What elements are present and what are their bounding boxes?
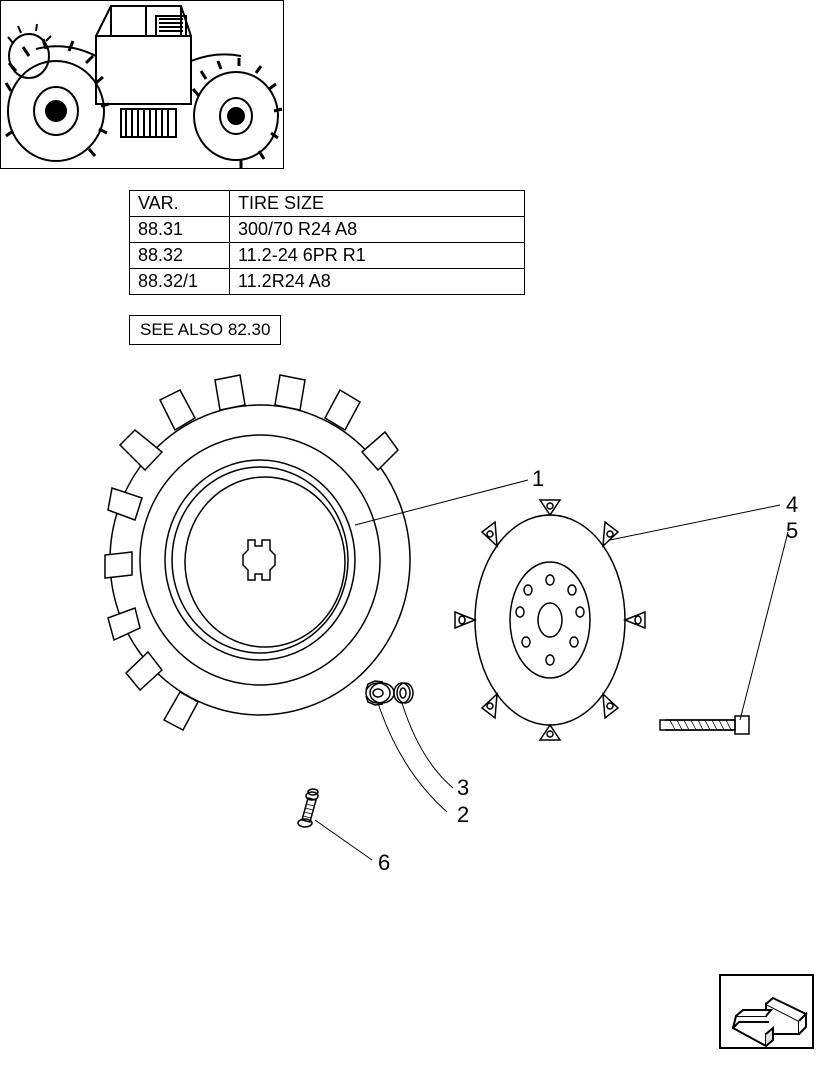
callout-4: 4 xyxy=(786,492,798,518)
exploded-parts-diagram: 1 3 2 4 5 6 xyxy=(100,370,820,890)
cell-size: 11.2R24 A8 xyxy=(230,269,525,295)
return-icon[interactable] xyxy=(719,974,814,1049)
cell-var: 88.32/1 xyxy=(130,269,230,295)
callout-5: 5 xyxy=(786,518,798,544)
part-washer xyxy=(394,683,413,703)
callout-6: 6 xyxy=(378,850,390,876)
header-size: TIRE SIZE xyxy=(230,191,525,217)
cell-size: 11.2-24 6PR R1 xyxy=(230,243,525,269)
table-row: 88.31 300/70 R24 A8 xyxy=(130,217,525,243)
table-row: 88.32/1 11.2R24 A8 xyxy=(130,269,525,295)
part-wheel-disc xyxy=(455,500,645,740)
table-row: 88.32 11.2-24 6PR R1 xyxy=(130,243,525,269)
header-var: VAR. xyxy=(130,191,230,217)
part-bolt xyxy=(660,716,749,734)
cell-var: 88.32 xyxy=(130,243,230,269)
part-wheel-tire xyxy=(105,375,410,730)
tire-size-table-container: VAR. TIRE SIZE 88.31 300/70 R24 A8 88.32… xyxy=(129,190,525,295)
cell-size: 300/70 R24 A8 xyxy=(230,217,525,243)
part-nut xyxy=(366,681,394,705)
callout-2: 2 xyxy=(457,802,469,828)
cell-var: 88.31 xyxy=(130,217,230,243)
header-tractor-image xyxy=(0,0,284,169)
callout-3: 3 xyxy=(457,775,469,801)
callout-1: 1 xyxy=(532,466,544,492)
tire-size-table: VAR. TIRE SIZE 88.31 300/70 R24 A8 88.32… xyxy=(129,190,525,295)
see-also-reference: SEE ALSO 82.30 xyxy=(129,315,281,345)
part-valve-stem xyxy=(298,789,318,827)
table-header-row: VAR. TIRE SIZE xyxy=(130,191,525,217)
